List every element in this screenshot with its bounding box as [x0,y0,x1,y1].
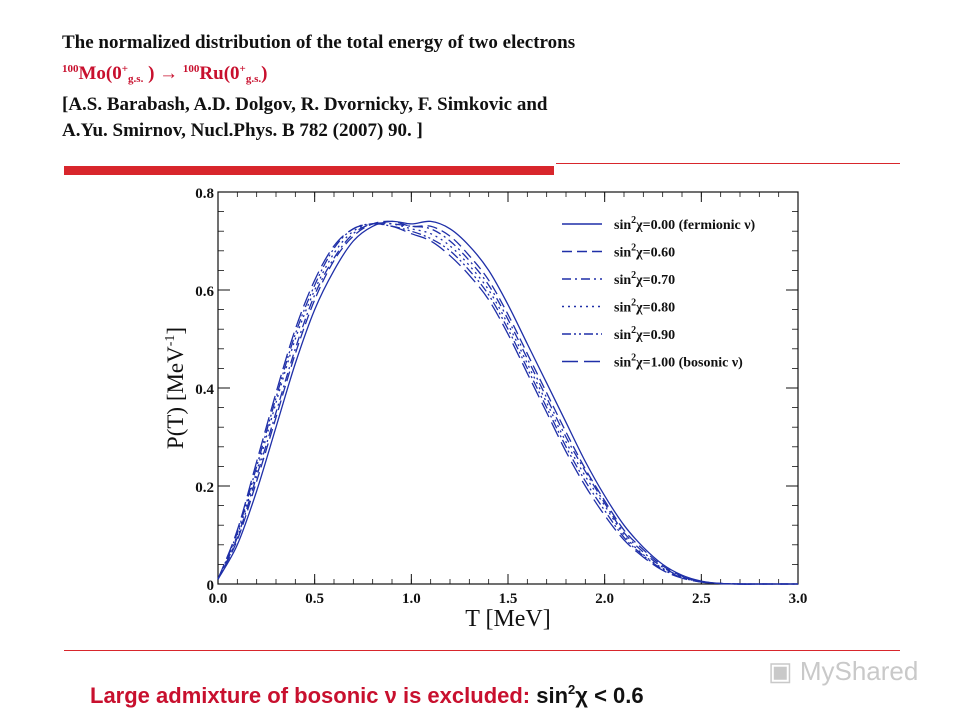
legend: sin2χ=0.00 (fermionic ν) sin2χ=0.60 sin2χ=… [562,215,756,371]
parent-parity: + [121,63,129,75]
legend-label-2: sin2χ=0.70 [614,270,675,288]
series-line-2 [217,222,798,585]
daughter-close: ) [261,63,268,84]
x-tick-label: 0.5 [305,591,324,607]
x-tick-label: 2.0 [595,591,614,607]
y-tick-label: 0.2 [195,480,214,496]
legend-label-4: sin2χ=0.90 [614,325,675,343]
y-axis-label-exponent: -1 [163,335,178,347]
legend-label-3: sin2χ=0.80 [614,298,675,316]
conclusion-chi: χ [575,683,588,708]
y-axis-label-main: P(T) [MeV [163,346,188,449]
y-tick-label: 0.6 [195,284,214,300]
conclusion-sup: 2 [568,682,576,697]
x-axis-label: T [MeV] [465,606,551,632]
conclusion-part-2: is excluded: [396,683,537,708]
y-axis-label-close: ] [163,327,188,335]
x-tick-label: 2.5 [692,591,711,607]
parent-state: g.s. [128,73,144,85]
conclusion-sin: sin [536,683,569,708]
daughter-state: g.s. [245,73,262,85]
daughter-mass-number: 100 [182,63,200,75]
arrow-icon: → [159,63,179,84]
energy-distribution-chart: 0.0 0.5 1.0 1.5 2.0 2.5 3.0 0 0.2 0.4 0.6 0.8 sin2χ… [150,180,810,632]
legend-label-1: sin2χ=0.60 [614,243,675,261]
reference-line-1: [A.S. Barabash, A.D. Dolgov, R. Dvornick… [62,94,548,115]
conclusion-nu: ν [384,683,397,708]
legend-label-0: sin2χ=0.00 (fermionic ν) [614,215,756,233]
legend-label-5: sin2χ=1.00 (bosonic ν) [614,353,743,371]
parent-close: ) [143,63,155,84]
conclusion-limit: sin2χ < 0.6 [536,682,644,708]
y-tick-label: 0 [207,578,215,594]
daughter-nucleus: Ru(0 [199,63,240,84]
x-tick-label: 1.5 [499,591,518,607]
series-line-1 [217,220,798,585]
slide-header: The normalized distribution of the total… [62,30,862,144]
red-accent-bar [64,166,554,175]
conclusion-part-1: Large admixture of bosonic [90,683,385,708]
header-title: The normalized distribution of the total… [62,32,576,53]
presentation-icon: ▣ [768,656,793,686]
plot-background [150,180,810,632]
conclusion-value: < 0.6 [587,683,644,708]
x-tick-label: 3.0 [789,591,808,607]
axis-ticks: 0.0 0.5 1.0 1.5 2.0 2.5 3.0 0 0.2 0.4 0.6 0.8 [195,186,807,607]
divider-bottom [64,650,900,651]
x-tick-label: 0.0 [209,591,228,607]
divider-top [556,163,900,164]
y-tick-label: 0.8 [195,186,214,202]
y-axis-label: P(T) [MeV-1] [163,327,188,449]
parent-mass-number: 100 [62,63,79,75]
watermark: ▣ MyShared [768,656,918,687]
parent-nucleus: Mo(0 [78,63,122,84]
reference-line-2: A.Yu. Smirnov, Nucl.Phys. B 782 (2007) 9… [62,120,423,141]
curve-group [217,220,798,585]
daughter-parity: + [239,63,246,75]
conclusion-text: Large admixture of bosonic ν is excluded… [90,682,644,709]
reaction-formula: 100Mo(0+g.s. ) → 100Ru(0+g.s.) [62,56,862,92]
y-tick-label: 0.4 [195,382,214,398]
series-line-5 [217,223,798,585]
watermark-text: MyShared [799,656,919,686]
x-tick-label: 1.0 [402,591,421,607]
series-line-0 [217,220,798,585]
